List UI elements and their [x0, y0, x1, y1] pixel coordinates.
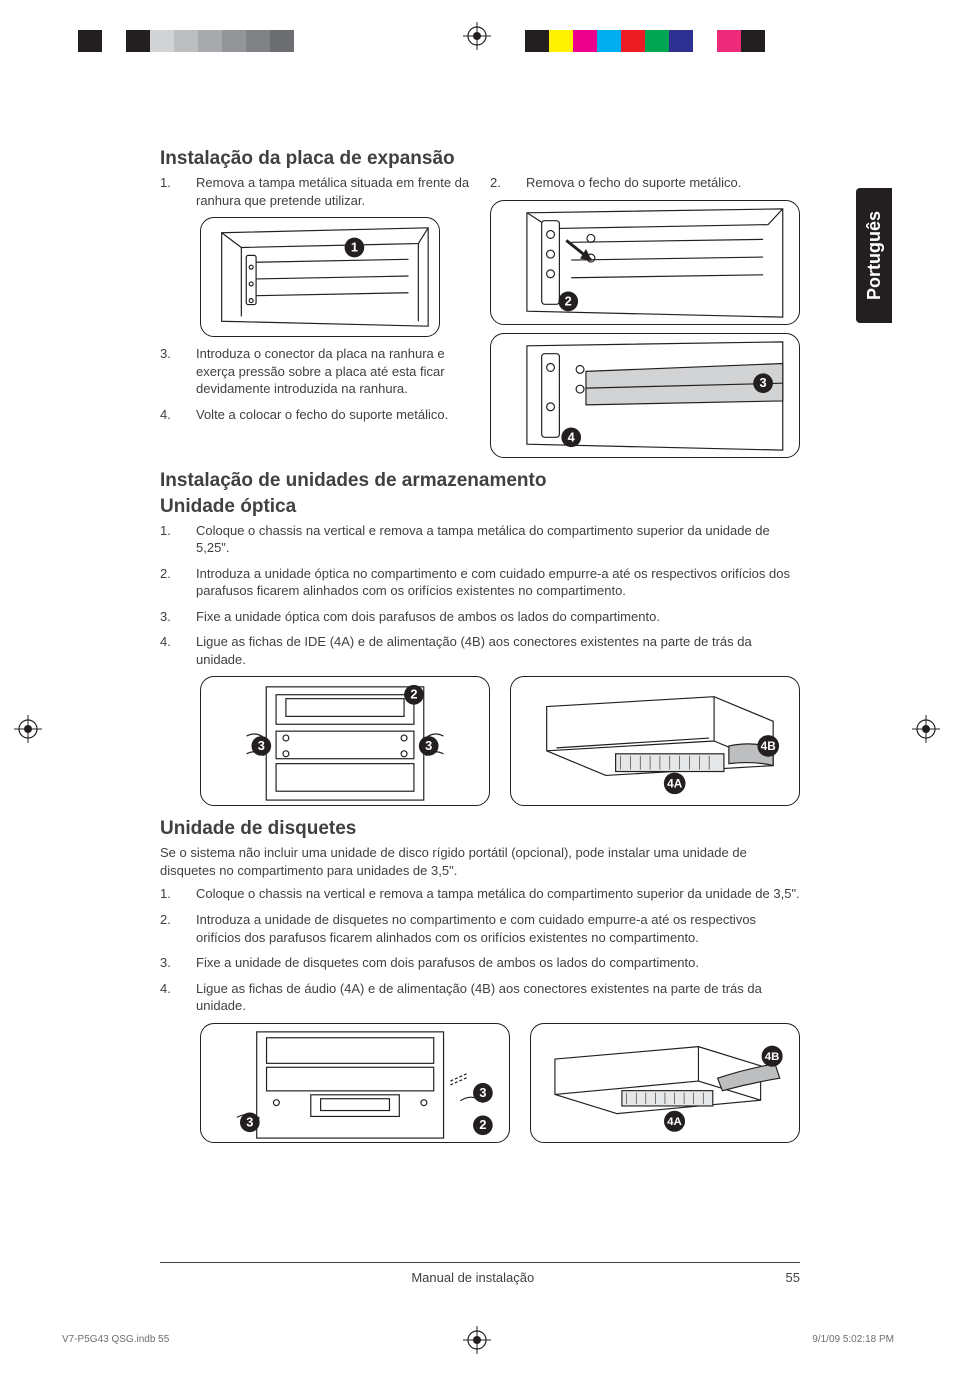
- step-text: Fixe a unidade de disquetes com dois par…: [196, 954, 800, 972]
- step-num: 2.: [160, 911, 196, 946]
- swatch: [222, 30, 246, 52]
- svg-text:3: 3: [479, 1085, 486, 1100]
- registration-mark-icon: [14, 715, 42, 743]
- step-text: Ligue as fichas de áudio (4A) e de alime…: [196, 980, 800, 1015]
- step-num: 4.: [160, 980, 196, 1015]
- step-num: 3.: [160, 345, 196, 398]
- figure-optical-front: 2 3 3: [200, 676, 490, 806]
- footer-rule: [160, 1262, 800, 1263]
- swatch: [693, 30, 717, 52]
- swatch: [126, 30, 150, 52]
- figure-slot-cover: 1: [200, 217, 440, 337]
- svg-text:1: 1: [351, 240, 358, 255]
- figure-floppy-front: 3 3 2: [200, 1023, 510, 1143]
- svg-text:3: 3: [258, 738, 265, 753]
- language-tab: Português: [856, 188, 892, 323]
- svg-text:4: 4: [568, 429, 576, 444]
- imprint: V7-P5G43 QSG.indb 55 9/1/09 5:02:18 PM: [62, 1334, 894, 1345]
- swatch: [102, 30, 126, 52]
- svg-text:2: 2: [479, 1117, 486, 1132]
- swatch: [597, 30, 621, 52]
- swatch: [78, 30, 102, 52]
- language-tab-label: Português: [864, 211, 885, 300]
- step-num: 3.: [160, 954, 196, 972]
- step-text: Introduza a unidade de disquetes no comp…: [196, 911, 800, 946]
- steps-left-cont: 3.Introduza o conector da placa na ranhu…: [160, 345, 470, 423]
- step-num: 1.: [160, 174, 196, 209]
- step-text: Fixe a unidade óptica com dois parafusos…: [196, 608, 800, 626]
- step-text: Remova a tampa metálica situada em frent…: [196, 174, 470, 209]
- svg-text:2: 2: [410, 687, 417, 702]
- figure-insert-card: 3 4: [490, 333, 800, 458]
- step-text: Coloque o chassis na vertical e remova a…: [196, 522, 800, 557]
- swatch: [741, 30, 765, 52]
- swatch: [621, 30, 645, 52]
- swatch: [150, 30, 174, 52]
- svg-text:4B: 4B: [765, 1051, 780, 1063]
- heading-storage: Instalação de unidades de armazenamento: [160, 470, 800, 492]
- svg-text:3: 3: [246, 1114, 253, 1129]
- swatch: [246, 30, 270, 52]
- registration-mark-icon: [912, 715, 940, 743]
- steps-left: 1.Remova a tampa metálica situada em fre…: [160, 174, 470, 209]
- svg-text:3: 3: [760, 375, 767, 390]
- steps-right: 2.Remova o fecho do suporte metálico.: [490, 174, 800, 192]
- heading-floppy: Unidade de disquetes: [160, 818, 800, 840]
- swatch: [549, 30, 573, 52]
- swatch: [669, 30, 693, 52]
- step-text: Remova o fecho do suporte metálico.: [526, 174, 800, 192]
- imprint-stamp: 9/1/09 5:02:18 PM: [812, 1334, 894, 1345]
- registration-mark-icon: [463, 22, 491, 50]
- step-num: 4.: [160, 633, 196, 668]
- svg-text:4A: 4A: [667, 777, 683, 791]
- step-num: 2.: [160, 565, 196, 600]
- step-num: 2.: [490, 174, 526, 192]
- svg-text:3: 3: [425, 738, 432, 753]
- swatch: [717, 30, 741, 52]
- step-num: 1.: [160, 885, 196, 903]
- steps-optical: 1.Coloque o chassis na vertical e remova…: [160, 522, 800, 669]
- step-text: Ligue as fichas de IDE (4A) e de aliment…: [196, 633, 800, 668]
- page-footer: Manual de instalação 55: [160, 1270, 800, 1285]
- step-num: 1.: [160, 522, 196, 557]
- heading-expansion-card: Instalação da placa de expansão: [160, 148, 800, 170]
- footer-page: 55: [786, 1270, 800, 1285]
- heading-optical: Unidade óptica: [160, 496, 800, 518]
- step-num: 4.: [160, 406, 196, 424]
- swatch: [198, 30, 222, 52]
- figure-floppy-rear: 4A 4B: [530, 1023, 800, 1143]
- step-text: Introduza o conector da placa na ranhura…: [196, 345, 470, 398]
- swatch: [174, 30, 198, 52]
- figure-optical-rear: 4A 4B: [510, 676, 800, 806]
- svg-text:4B: 4B: [761, 739, 776, 753]
- step-text: Introduza a unidade óptica no compartime…: [196, 565, 800, 600]
- swatch: [525, 30, 549, 52]
- steps-floppy: 1.Coloque o chassis na vertical e remova…: [160, 885, 800, 1014]
- figure-bracket-lock: 2: [490, 200, 800, 325]
- swatch: [573, 30, 597, 52]
- step-text: Volte a colocar o fecho do suporte metál…: [196, 406, 470, 424]
- footer-center: Manual de instalação: [411, 1270, 534, 1285]
- imprint-file: V7-P5G43 QSG.indb 55: [62, 1334, 169, 1345]
- swatch: [645, 30, 669, 52]
- svg-text:2: 2: [565, 293, 572, 308]
- swatch: [270, 30, 294, 52]
- step-text: Coloque o chassis na vertical e remova a…: [196, 885, 800, 903]
- svg-text:4A: 4A: [667, 1116, 682, 1128]
- intro-floppy: Se o sistema não incluir uma unidade de …: [160, 844, 800, 879]
- step-num: 3.: [160, 608, 196, 626]
